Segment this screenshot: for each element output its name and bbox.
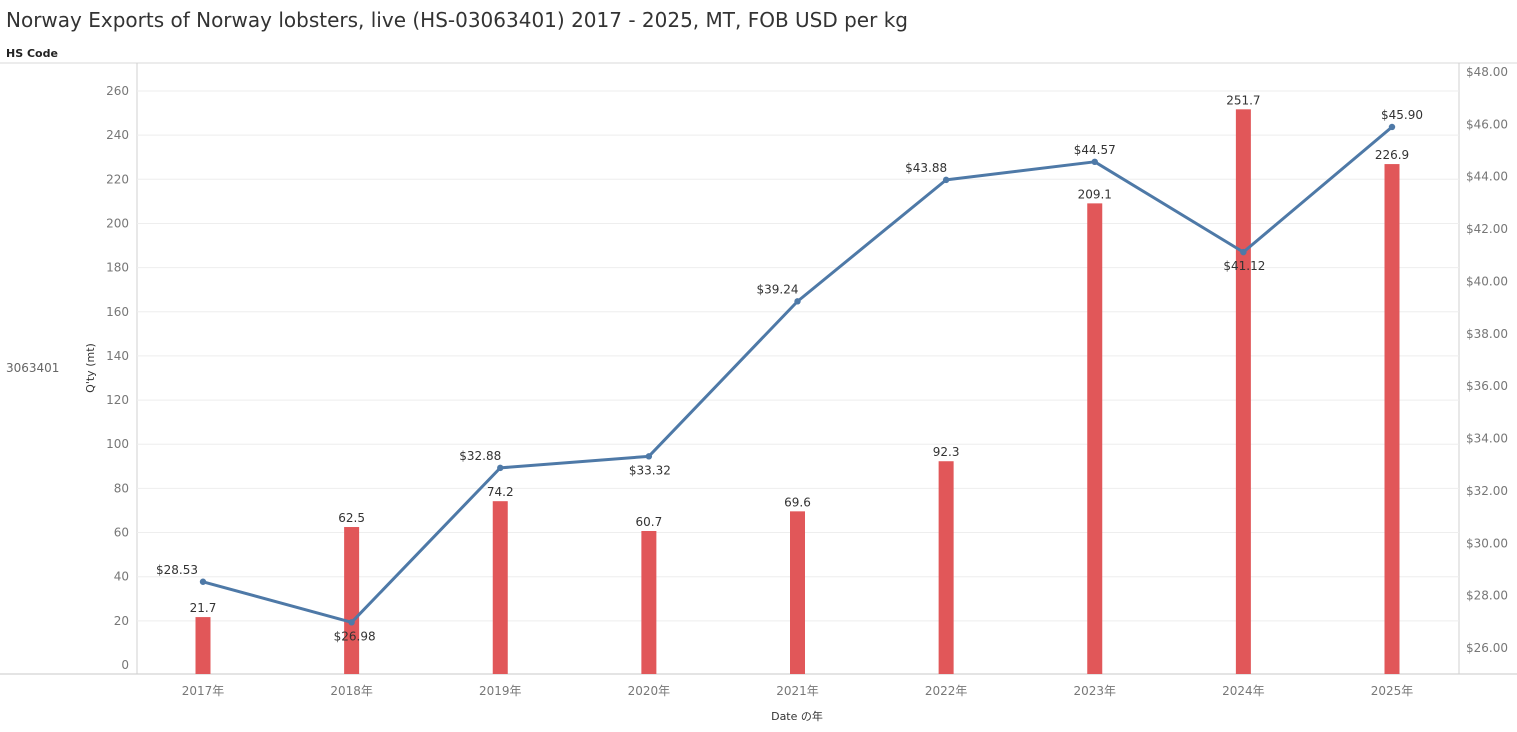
bar [1235,109,1251,674]
bar-value-label: 209.1 [1078,187,1112,201]
x-tick-label: 2021年 [776,684,819,698]
y-axis-title: Q'ty (mt) [84,343,97,393]
x-tick-label: 2024年 [1222,684,1265,698]
price-value-label: $44.57 [1074,143,1116,157]
price-point [1091,158,1098,166]
y-tick-label: 80 [114,481,129,495]
x-axis-title: Date の年 [771,709,823,723]
x-tick-label: 2025年 [1371,684,1414,698]
bar-value-label: 62.5 [338,511,365,525]
y2-tick-label: $42.00 [1466,222,1508,236]
y2-tick-label: $30.00 [1466,536,1508,550]
bar [938,461,954,674]
bar-series [195,109,1400,675]
line-series [199,123,1396,626]
y-tick-label: 100 [106,437,129,451]
y2-tick-label: $40.00 [1466,274,1508,288]
y-tick-label: 260 [106,84,129,98]
bar-value-label: 60.7 [636,515,663,529]
bar-value-label: 226.9 [1375,148,1409,162]
y-tick-label: 160 [106,305,129,319]
row-value: 3063401 [6,361,60,375]
y2-axis-ticks: $26.00 $28.00 $30.00 $32.00 $34.00 $36.00 $38.… [1466,65,1508,655]
y-tick-label: 0 [121,658,129,672]
y-tick-label: 140 [106,349,129,363]
y-tick-label: 60 [114,526,129,540]
price-point [942,176,950,184]
price-point [645,453,653,460]
bar [1087,203,1103,675]
y2-tick-label: $36.00 [1466,379,1508,393]
price-point [348,619,355,626]
price-value-label: $43.88 [905,161,947,175]
price-point [1388,123,1396,131]
price-value-label: $28.53 [156,563,198,577]
price-point [794,298,801,305]
y-tick-label: 200 [106,216,129,230]
x-tick-label: 2023年 [1073,684,1116,698]
y2-tick-label: $34.00 [1466,432,1508,446]
y2-tick-label: $38.00 [1466,327,1508,341]
price-value-label: $39.24 [757,282,799,296]
price-point [497,464,504,472]
data-labels: 21.7 62.5 74.2 60.7 69.6 92.3 209.1 251.7 226.9 $… [156,93,1423,643]
x-tick-label: 2019年 [479,684,522,698]
y2-tick-label: $48.00 [1466,65,1508,79]
price-point [1240,248,1247,256]
bar [344,527,360,674]
bar-value-label: 74.2 [487,485,514,499]
y-tick-label: 20 [114,614,129,628]
y2-tick-label: $26.00 [1466,641,1508,655]
price-value-label: $26.98 [334,629,376,643]
y-axis-ticks: 0 20 40 60 80 100 120 140 160 180 200 220 240 260 [106,84,129,672]
row-header: HS Code [6,47,58,60]
x-tick-label: 2022年 [925,684,968,698]
bar-value-label: 69.6 [784,495,811,509]
x-axis-ticks: 2017年 2018年 2019年 2020年 2021年 2022年 2023年 2024年… [182,684,1414,698]
price-value-label: $32.88 [459,449,501,463]
x-tick-label: 2020年 [628,684,671,698]
y-tick-label: 240 [106,128,129,142]
y2-tick-label: $28.00 [1466,589,1508,603]
bar [492,501,508,674]
y2-tick-label: $44.00 [1466,170,1508,184]
bar [1384,164,1400,674]
chart-frame [0,62,1517,675]
price-value-label: $41.12 [1223,259,1265,273]
bar [790,511,805,674]
price-value-label: $33.32 [629,463,671,477]
price-point [199,578,207,585]
y-tick-label: 180 [106,261,129,275]
x-tick-label: 2018年 [330,684,373,698]
bar-value-label: 21.7 [190,601,217,615]
bar [195,617,211,674]
bar-value-label: 251.7 [1226,93,1260,107]
bar-value-label: 92.3 [933,445,960,459]
chart-title: Norway Exports of Norway lobsters, live … [6,8,908,32]
y-tick-label: 220 [106,172,129,186]
x-tick-label: 2017年 [182,684,225,698]
y2-tick-label: $32.00 [1466,484,1508,498]
y-tick-label: 120 [106,393,129,407]
price-value-label: $45.90 [1381,108,1423,122]
y-tick-label: 40 [114,570,129,584]
y2-tick-label: $46.00 [1466,117,1508,131]
bar [641,530,657,674]
